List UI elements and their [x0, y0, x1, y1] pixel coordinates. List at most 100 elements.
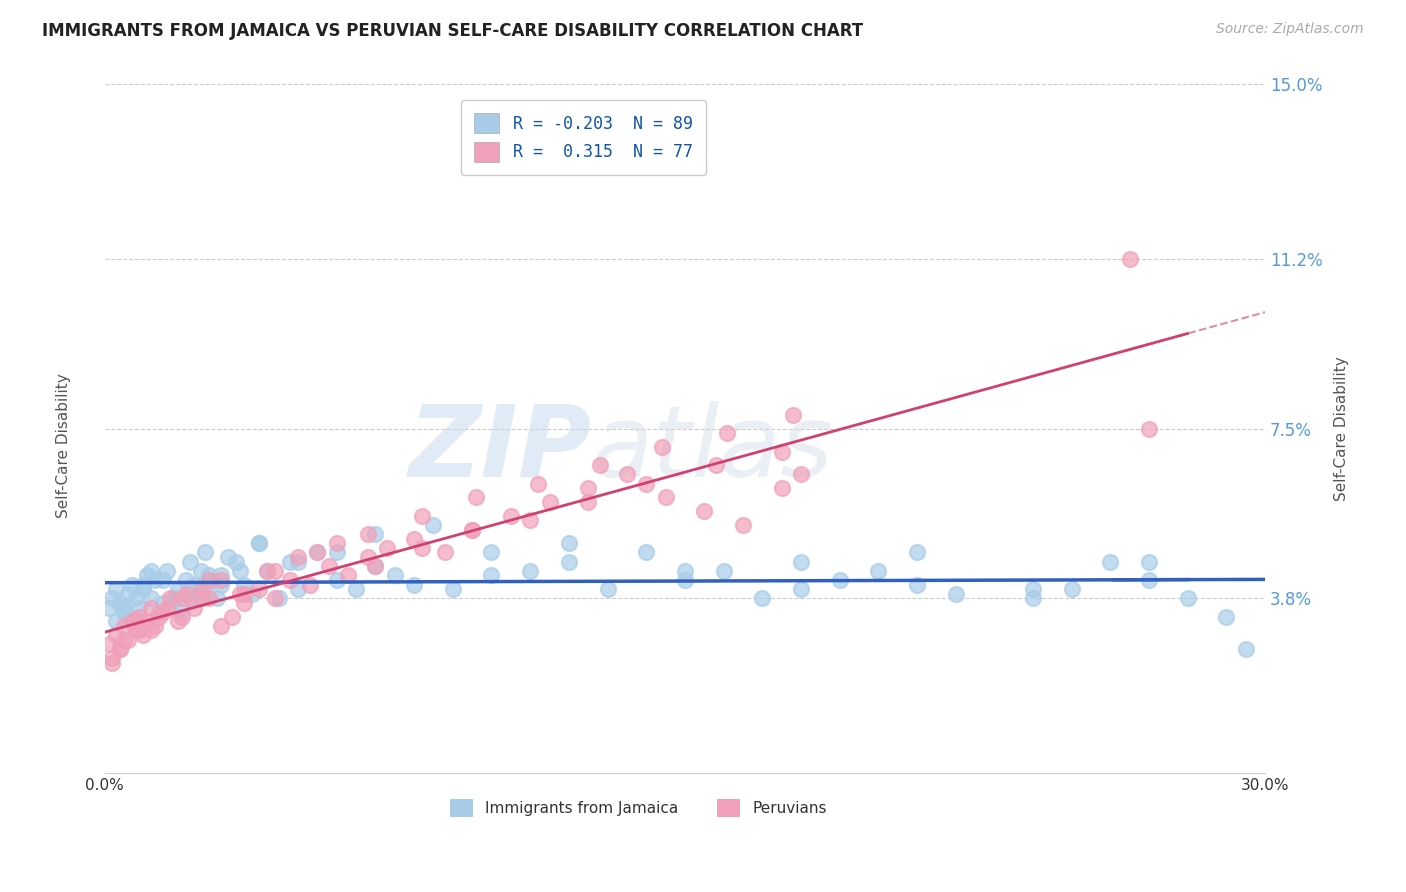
Point: [307, 545, 329, 559]
Point: [132, 582, 155, 597]
Point: [287, 555, 309, 569]
Point: [263, 591, 285, 606]
Point: [654, 491, 676, 505]
Point: [326, 545, 349, 559]
Point: [209, 577, 232, 591]
Text: Self-Care Disability: Self-Care Disability: [56, 374, 70, 518]
Point: [465, 491, 488, 505]
Point: [256, 564, 278, 578]
Point: [364, 559, 387, 574]
Point: [868, 564, 890, 578]
Point: [124, 624, 146, 638]
Point: [790, 582, 813, 597]
Point: [256, 564, 278, 578]
Point: [225, 555, 247, 569]
Point: [673, 573, 696, 587]
Point: [148, 605, 170, 619]
Point: [318, 559, 340, 574]
Point: [693, 504, 716, 518]
Point: [828, 573, 851, 587]
Point: [713, 564, 735, 578]
Point: [112, 600, 135, 615]
Point: [139, 600, 162, 615]
Point: [636, 545, 658, 559]
Point: [105, 615, 128, 629]
Point: [112, 632, 135, 647]
Point: [770, 481, 793, 495]
Point: [411, 541, 433, 555]
Point: [183, 577, 205, 591]
Point: [209, 573, 232, 587]
Point: [117, 587, 139, 601]
Point: [337, 568, 360, 582]
Point: [124, 615, 146, 629]
Point: [1137, 573, 1160, 587]
Point: [1118, 252, 1140, 266]
Point: [159, 591, 181, 606]
Point: [163, 591, 186, 606]
Point: [128, 624, 150, 638]
Point: [124, 591, 146, 606]
Point: [179, 555, 201, 569]
Point: [170, 605, 193, 619]
Point: [461, 523, 484, 537]
Point: [163, 591, 186, 606]
Point: [704, 458, 727, 473]
Point: [441, 582, 464, 597]
Point: [481, 568, 503, 582]
Point: [132, 628, 155, 642]
Point: [174, 587, 197, 601]
Point: [280, 555, 302, 569]
Point: [97, 600, 120, 615]
Point: [1234, 641, 1257, 656]
Point: [499, 508, 522, 523]
Point: [364, 527, 387, 541]
Point: [117, 632, 139, 647]
Point: [143, 573, 166, 587]
Point: [326, 573, 349, 587]
Point: [112, 619, 135, 633]
Point: [194, 545, 217, 559]
Text: IMMIGRANTS FROM JAMAICA VS PERUVIAN SELF-CARE DISABILITY CORRELATION CHART: IMMIGRANTS FROM JAMAICA VS PERUVIAN SELF…: [42, 22, 863, 40]
Y-axis label: Self-Care Disability: Self-Care Disability: [1334, 356, 1348, 501]
Point: [105, 628, 128, 642]
Point: [905, 577, 928, 591]
Point: [558, 536, 581, 550]
Point: [240, 587, 263, 601]
Point: [232, 587, 254, 601]
Point: [298, 577, 321, 591]
Point: [121, 577, 143, 591]
Point: [101, 651, 124, 665]
Point: [576, 481, 599, 495]
Point: [357, 527, 380, 541]
Point: [1137, 555, 1160, 569]
Point: [263, 564, 285, 578]
Point: [139, 624, 162, 638]
Point: [651, 440, 673, 454]
Point: [198, 591, 221, 606]
Point: [105, 582, 128, 597]
Point: [751, 591, 773, 606]
Point: [404, 532, 426, 546]
Point: [287, 582, 309, 597]
Point: [1022, 591, 1045, 606]
Point: [198, 573, 221, 587]
Point: [143, 619, 166, 633]
Point: [190, 564, 212, 578]
Point: [364, 559, 387, 574]
Point: [221, 609, 243, 624]
Text: Source: ZipAtlas.com: Source: ZipAtlas.com: [1216, 22, 1364, 37]
Point: [267, 591, 290, 606]
Point: [108, 641, 131, 656]
Point: [155, 564, 177, 578]
Point: [434, 545, 457, 559]
Point: [519, 564, 541, 578]
Point: [461, 523, 484, 537]
Point: [636, 476, 658, 491]
Point: [201, 573, 224, 587]
Point: [128, 609, 150, 624]
Text: atlas: atlas: [592, 401, 834, 498]
Point: [139, 591, 162, 606]
Point: [673, 564, 696, 578]
Point: [136, 568, 159, 582]
